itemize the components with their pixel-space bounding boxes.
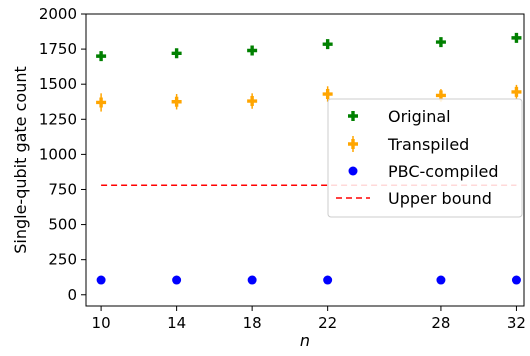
data-point-transpiled [96, 97, 107, 108]
x-tick-label: 14 [167, 314, 186, 332]
legend-label-upper-bound: Upper bound [388, 189, 492, 208]
x-tick-label: 32 [507, 314, 526, 332]
data-point-original [435, 37, 446, 48]
series-pbc-compiled [96, 275, 521, 285]
series-original [96, 32, 522, 62]
data-point-pbc-compiled [511, 275, 521, 285]
y-tick-label: 1250 [39, 110, 77, 128]
data-point-pbc-compiled [323, 275, 333, 285]
legend-marker-pbc-compiled [348, 166, 358, 176]
x-axis-label: n [300, 331, 310, 350]
y-tick-label: 0 [67, 286, 77, 304]
series-transpiled [96, 84, 522, 112]
data-point-pbc-compiled [436, 275, 446, 285]
plot-area [85, 13, 525, 307]
x-tick-label: 10 [92, 314, 111, 332]
legend-label-transpiled: Transpiled [387, 135, 469, 154]
y-tick-label: 1500 [39, 75, 77, 93]
y-tick-label: 1000 [39, 145, 77, 163]
data-point-pbc-compiled [247, 275, 257, 285]
data-point-original [511, 32, 522, 43]
data-point-pbc-compiled [172, 275, 182, 285]
x-tick-label: 18 [243, 314, 262, 332]
data-point-transpiled [247, 96, 258, 107]
y-tick-label: 2000 [39, 5, 77, 23]
data-point-transpiled [322, 89, 333, 100]
y-tick-label: 750 [48, 180, 77, 198]
data-point-original [171, 48, 182, 59]
y-tick-label: 500 [48, 216, 77, 234]
data-point-original [96, 51, 107, 62]
data-point-original [247, 45, 258, 56]
y-axis-label: Single-qubit gate count [11, 66, 30, 254]
y-tick-label: 250 [48, 251, 77, 269]
data-point-transpiled [171, 96, 182, 107]
data-point-transpiled [511, 86, 522, 97]
y-tick-label: 1750 [39, 40, 77, 58]
data-point-original [322, 39, 333, 50]
legend-marker-transpiled [348, 139, 358, 149]
legend-marker-original [348, 111, 358, 121]
legend-label-pbc-compiled: PBC-compiled [388, 162, 499, 181]
x-tick-label: 28 [431, 314, 450, 332]
data-point-pbc-compiled [96, 275, 106, 285]
legend: Original Transpiled PBC-compiled Upper boun… [327, 98, 523, 218]
legend-box [327, 98, 523, 218]
legend-label-original: Original [388, 107, 451, 126]
x-tick-label: 22 [318, 314, 337, 332]
